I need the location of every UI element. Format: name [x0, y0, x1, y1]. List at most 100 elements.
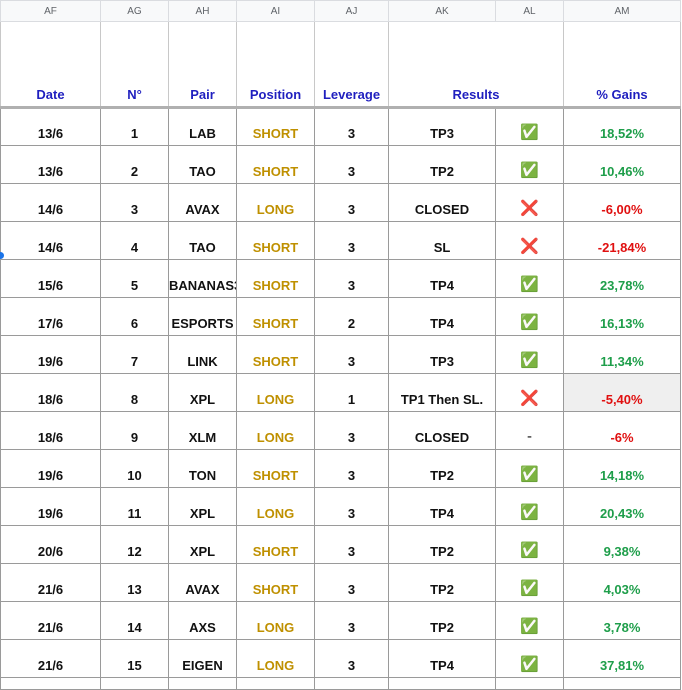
column-letter[interactable]: AH: [168, 0, 237, 22]
header-cell[interactable]: Date: [0, 21, 101, 109]
column-letter[interactable]: AK: [388, 0, 496, 22]
pair[interactable]: AVAX: [168, 183, 237, 222]
header-cell[interactable]: N°: [100, 21, 169, 109]
position[interactable]: LONG: [236, 639, 315, 678]
pair[interactable]: AXS: [168, 601, 237, 640]
empty-cell[interactable]: [100, 677, 169, 690]
leverage[interactable]: 2: [314, 297, 389, 336]
empty-cell[interactable]: [388, 677, 496, 690]
number[interactable]: 13: [100, 563, 169, 602]
result[interactable]: TP4: [388, 297, 496, 336]
status[interactable]: ✅: [495, 525, 564, 564]
column-letter[interactable]: AG: [100, 0, 169, 22]
column-letter[interactable]: AM: [563, 0, 681, 22]
leverage[interactable]: 3: [314, 259, 389, 298]
status[interactable]: ✅: [495, 297, 564, 336]
number[interactable]: 8: [100, 373, 169, 412]
header-cell[interactable]: Position: [236, 21, 315, 109]
status[interactable]: ❌: [495, 183, 564, 222]
date[interactable]: 21/6: [0, 639, 101, 678]
result[interactable]: TP2: [388, 563, 496, 602]
pair[interactable]: AVAX: [168, 563, 237, 602]
status[interactable]: ❌: [495, 221, 564, 260]
number[interactable]: 7: [100, 335, 169, 374]
position[interactable]: LONG: [236, 183, 315, 222]
header-cell[interactable]: % Gains: [563, 21, 681, 109]
number[interactable]: 5: [100, 259, 169, 298]
status[interactable]: ✅: [495, 335, 564, 374]
pair[interactable]: TAO: [168, 221, 237, 260]
number[interactable]: 9: [100, 411, 169, 450]
leverage[interactable]: 3: [314, 601, 389, 640]
leverage[interactable]: 3: [314, 411, 389, 450]
result[interactable]: TP3: [388, 335, 496, 374]
pair[interactable]: BANANAS31: [168, 259, 237, 298]
date[interactable]: 17/6: [0, 297, 101, 336]
date[interactable]: 14/6: [0, 183, 101, 222]
status[interactable]: ✅: [495, 639, 564, 678]
pair[interactable]: ESPORTS: [168, 297, 237, 336]
number[interactable]: 3: [100, 183, 169, 222]
number[interactable]: 2: [100, 145, 169, 184]
header-cell[interactable]: Pair: [168, 21, 237, 109]
position[interactable]: LONG: [236, 601, 315, 640]
position[interactable]: SHORT: [236, 563, 315, 602]
status[interactable]: ✅: [495, 449, 564, 488]
date[interactable]: 15/6: [0, 259, 101, 298]
column-letter[interactable]: AI: [236, 0, 315, 22]
position[interactable]: SHORT: [236, 259, 315, 298]
leverage[interactable]: 3: [314, 107, 389, 146]
gain[interactable]: -6%: [563, 411, 681, 450]
result[interactable]: TP4: [388, 487, 496, 526]
gain[interactable]: 16,13%: [563, 297, 681, 336]
number[interactable]: 4: [100, 221, 169, 260]
result[interactable]: TP2: [388, 601, 496, 640]
position[interactable]: SHORT: [236, 145, 315, 184]
number[interactable]: 15: [100, 639, 169, 678]
position[interactable]: SHORT: [236, 297, 315, 336]
gain[interactable]: 20,43%: [563, 487, 681, 526]
gain[interactable]: 23,78%: [563, 259, 681, 298]
column-letter[interactable]: AJ: [314, 0, 389, 22]
gain[interactable]: 4,03%: [563, 563, 681, 602]
result[interactable]: CLOSED: [388, 411, 496, 450]
date[interactable]: 20/6: [0, 525, 101, 564]
status[interactable]: ✅: [495, 487, 564, 526]
number[interactable]: 11: [100, 487, 169, 526]
pair[interactable]: XPL: [168, 487, 237, 526]
leverage[interactable]: 1: [314, 373, 389, 412]
position[interactable]: SHORT: [236, 449, 315, 488]
position[interactable]: SHORT: [236, 525, 315, 564]
pair[interactable]: LINK: [168, 335, 237, 374]
leverage[interactable]: 3: [314, 525, 389, 564]
result[interactable]: TP2: [388, 449, 496, 488]
date[interactable]: 19/6: [0, 487, 101, 526]
number[interactable]: 12: [100, 525, 169, 564]
header-cell[interactable]: Leverage: [314, 21, 389, 109]
position[interactable]: LONG: [236, 487, 315, 526]
pair[interactable]: XPL: [168, 525, 237, 564]
leverage[interactable]: 3: [314, 145, 389, 184]
header-cell[interactable]: Results: [388, 21, 564, 109]
result[interactable]: CLOSED: [388, 183, 496, 222]
gain[interactable]: 18,52%: [563, 107, 681, 146]
result[interactable]: TP2: [388, 145, 496, 184]
date[interactable]: 18/6: [0, 373, 101, 412]
result[interactable]: TP2: [388, 525, 496, 564]
leverage[interactable]: 3: [314, 221, 389, 260]
gain[interactable]: 14,18%: [563, 449, 681, 488]
date[interactable]: 21/6: [0, 563, 101, 602]
date[interactable]: 13/6: [0, 107, 101, 146]
column-letter[interactable]: AL: [495, 0, 564, 22]
number[interactable]: 6: [100, 297, 169, 336]
date[interactable]: 19/6: [0, 449, 101, 488]
status[interactable]: ✅: [495, 107, 564, 146]
pair[interactable]: LAB: [168, 107, 237, 146]
result[interactable]: SL: [388, 221, 496, 260]
position[interactable]: SHORT: [236, 221, 315, 260]
column-letter[interactable]: AF: [0, 0, 101, 22]
empty-cell[interactable]: [236, 677, 315, 690]
result[interactable]: TP4: [388, 259, 496, 298]
leverage[interactable]: 3: [314, 449, 389, 488]
leverage[interactable]: 3: [314, 183, 389, 222]
